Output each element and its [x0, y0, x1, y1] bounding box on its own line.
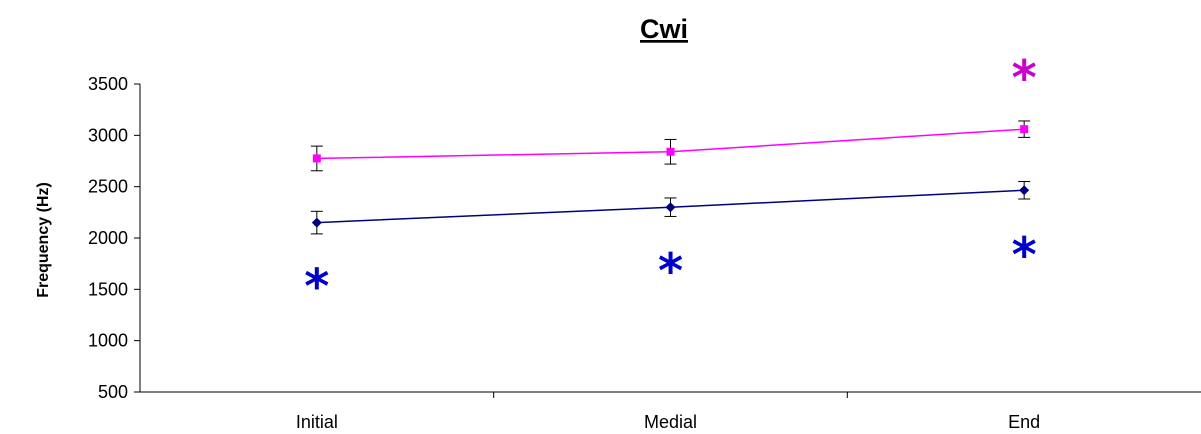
data-point-diamond: [1019, 185, 1030, 196]
data-point-square: [666, 147, 675, 156]
significance-asterisk: *: [1012, 51, 1037, 107]
significance-asterisk: *: [1012, 227, 1037, 283]
significance-asterisk: *: [304, 259, 329, 315]
y-tick-label: 3000: [88, 125, 128, 145]
x-tick-label: End: [1008, 412, 1040, 432]
y-tick-label: 1500: [88, 279, 128, 299]
x-tick-label: Initial: [296, 412, 338, 432]
y-tick-label: 500: [98, 382, 128, 402]
series-layer: [310, 120, 1031, 235]
annotation-layer: * * * *: [304, 51, 1036, 315]
data-point-square: [312, 154, 321, 163]
y-tick-label: 3500: [88, 74, 128, 94]
chart-title: Cwi: [640, 14, 688, 44]
data-point-diamond: [665, 202, 676, 213]
axes: 500 1000 1500 2000 2500 3000 3500 Initial Medial…: [88, 74, 1201, 432]
y-axis-label: Frequency (Hz): [35, 182, 52, 298]
x-tick-label: Medial: [644, 412, 697, 432]
series-0: [310, 120, 1031, 172]
y-tick-label: 1000: [88, 331, 128, 351]
y-tick-label: 2500: [88, 177, 128, 197]
significance-asterisk: *: [658, 244, 683, 300]
data-point-diamond: [311, 217, 322, 228]
data-point-square: [1020, 125, 1029, 134]
y-tick-label: 2000: [88, 228, 128, 248]
series-1: [310, 181, 1031, 235]
